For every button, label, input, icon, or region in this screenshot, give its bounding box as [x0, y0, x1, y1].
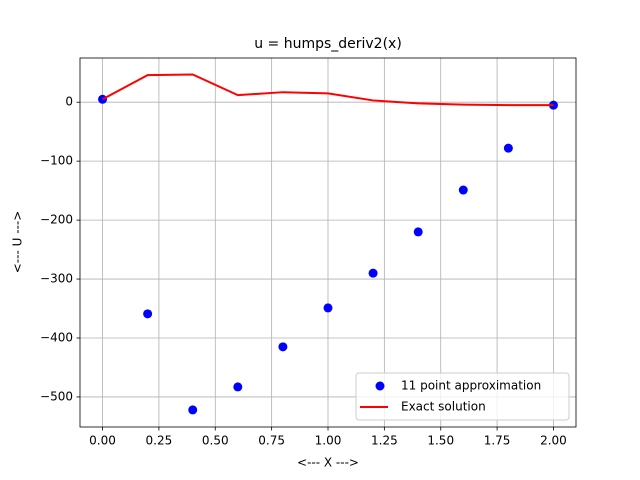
plot-frame	[79, 57, 577, 428]
y-tick-label: −100	[40, 154, 73, 168]
point	[368, 268, 378, 278]
x-tick-label: 0.00	[89, 434, 116, 448]
x-tick-label: 0.75	[258, 434, 285, 448]
x-tick-label: 1.25	[371, 434, 398, 448]
legend-label: Exact solution	[401, 400, 486, 414]
point	[233, 382, 243, 392]
x-axis-label: <--- X --->	[297, 456, 359, 470]
y-axis-label: <--- U --->	[11, 211, 25, 274]
x-tick-label: 0.50	[202, 434, 229, 448]
point	[143, 309, 153, 319]
y-tick-label: −400	[40, 330, 73, 344]
line	[102, 73, 554, 107]
point	[188, 405, 198, 415]
point	[413, 227, 423, 237]
legend-label: 11 point approximation	[401, 379, 541, 393]
y-tick-label: −300	[40, 272, 73, 286]
y-tick-label: 0	[65, 95, 73, 109]
x-tick-label: 1.00	[315, 434, 342, 448]
point	[503, 143, 513, 153]
legend-box	[355, 372, 570, 421]
x-tick-label: 1.50	[427, 434, 454, 448]
y-tick-label: −200	[40, 213, 73, 227]
x-tick-label: 2.00	[540, 434, 567, 448]
point	[458, 185, 468, 195]
x-tick-label: 1.75	[484, 434, 511, 448]
chart-title: u = humps_deriv2(x)	[254, 36, 402, 52]
legend-swatch	[375, 381, 385, 391]
point	[323, 303, 333, 313]
y-tick-label: −500	[40, 389, 73, 403]
point	[278, 342, 288, 352]
x-tick-label: 0.25	[146, 434, 173, 448]
